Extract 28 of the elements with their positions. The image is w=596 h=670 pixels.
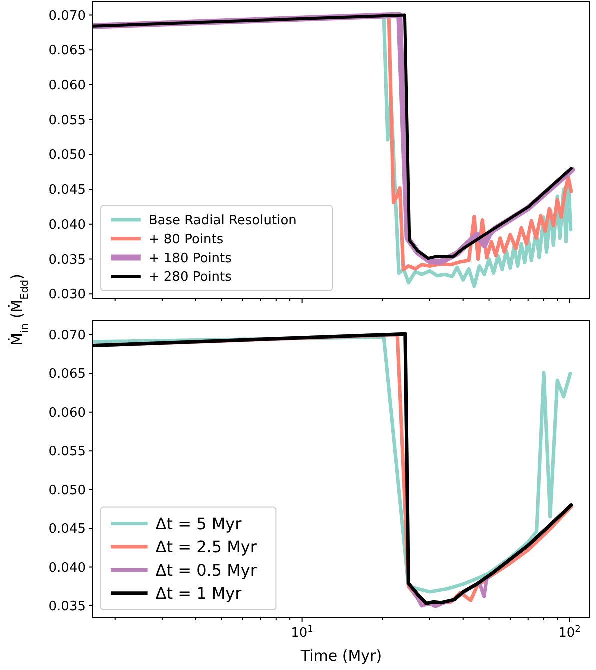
y-tick-label: 0.045 <box>48 183 86 198</box>
y-tick-label: 0.030 <box>48 288 86 303</box>
y-tick-label: 0.040 <box>48 218 86 233</box>
legend-label: Δt = 1 Myr <box>156 584 242 603</box>
y-tick-label: 0.035 <box>48 252 86 268</box>
y-tick-label: 0.045 <box>48 522 86 538</box>
legend-label: Δt = 0.5 Myr <box>156 560 258 580</box>
legend-label: Δt = 2.5 Myr <box>156 538 258 557</box>
y-tick-label: 0.040 <box>48 560 86 576</box>
y-tick-label: 0.065 <box>48 367 86 382</box>
y-tick-label: 0.055 <box>48 444 86 460</box>
legend-label: + 180 Points <box>148 251 232 266</box>
y-tick-label: 0.070 <box>48 8 86 24</box>
legend-label: + 80 Points <box>148 232 224 248</box>
x-axis-title: Time (Myr) <box>300 647 382 665</box>
y-tick-label: 0.065 <box>48 44 86 59</box>
y-tick-label: 0.060 <box>48 406 86 421</box>
legend-label: Δt = 5 Myr <box>156 514 242 534</box>
legend-label: Base Radial Resolution <box>148 214 297 229</box>
legend-label: + 280 Points <box>148 270 232 286</box>
y-tick-label: 0.050 <box>48 483 86 498</box>
y-tick-label: 0.070 <box>48 328 86 344</box>
x-tick-label: 10$^{2}$ <box>558 625 581 641</box>
x-tick-label: 10$^{1}$ <box>291 625 314 641</box>
y-tick-label: 0.035 <box>48 600 86 615</box>
y-tick-label: 0.055 <box>48 113 86 128</box>
y-tick-label: 0.050 <box>48 148 86 164</box>
y-tick-label: 0.060 <box>48 78 86 94</box>
